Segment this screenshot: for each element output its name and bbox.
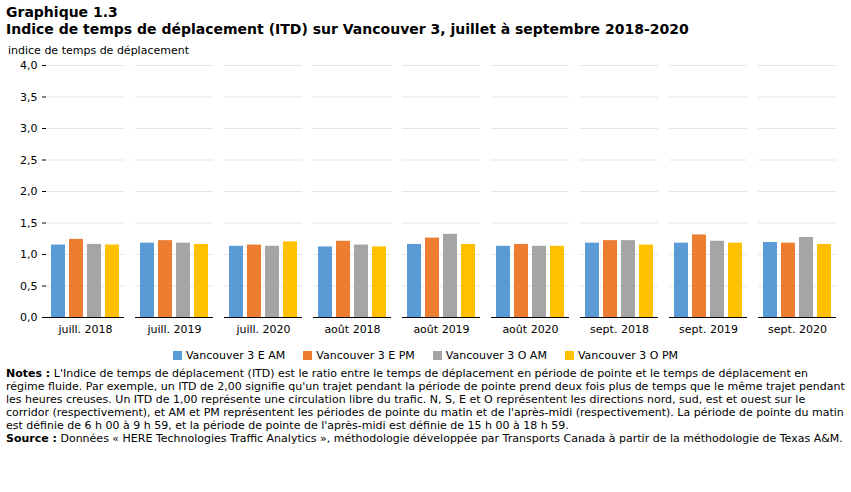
svg-text:0,0: 0,0 [20,311,38,324]
svg-text:0,5: 0,5 [20,280,38,293]
html-text:Indice de temps de déplacement: Indice de temps de déplacement (ITD) sur… [6,21,689,37]
svg-text:2,5: 2,5 [20,154,38,167]
svg-text:juill. 2019: juill. 2019 [146,323,201,336]
html-text:Source : Données « HERE Techno: Source : Données « HERE Technologies Tra… [6,432,843,445]
svg-text:1,0: 1,0 [20,248,38,261]
html-text:indice de temps de déplacement: indice de temps de déplacement [8,44,189,57]
svg-text:juill. 2020: juill. 2020 [235,323,290,336]
html-text:Vancouver 3 O PM: Vancouver 3 O PM [577,348,679,362]
svg-text:3,5: 3,5 [20,91,38,104]
html-text:Vancouver 3 E PM: Vancouver 3 E PM [316,348,415,362]
svg-text:août 2020: août 2020 [502,323,558,336]
html-text:Vancouver 3 E AM: Vancouver 3 E AM [185,348,286,362]
html-text:Graphique 1.3: Graphique 1.3 [6,4,118,20]
html-text:Vancouver 3 O AM: Vancouver 3 O AM [445,348,547,362]
svg-text:2,0: 2,0 [20,185,38,198]
svg-text:sept. 2020: sept. 2020 [768,323,827,336]
svg-text:1,5: 1,5 [20,217,38,230]
svg-text:sept. 2019: sept. 2019 [679,323,738,336]
svg-text:3,0: 3,0 [20,122,38,135]
svg-text:août 2019: août 2019 [413,323,469,336]
svg-text:juill. 2018: juill. 2018 [57,323,112,336]
svg-text:4,0: 4,0 [20,59,38,72]
svg-text:août 2018: août 2018 [324,323,380,336]
svg-text:sept. 2018: sept. 2018 [590,323,649,336]
html-text:Notes : L'Indice de temps de d: Notes : L'Indice de temps de déplacement… [6,367,845,432]
